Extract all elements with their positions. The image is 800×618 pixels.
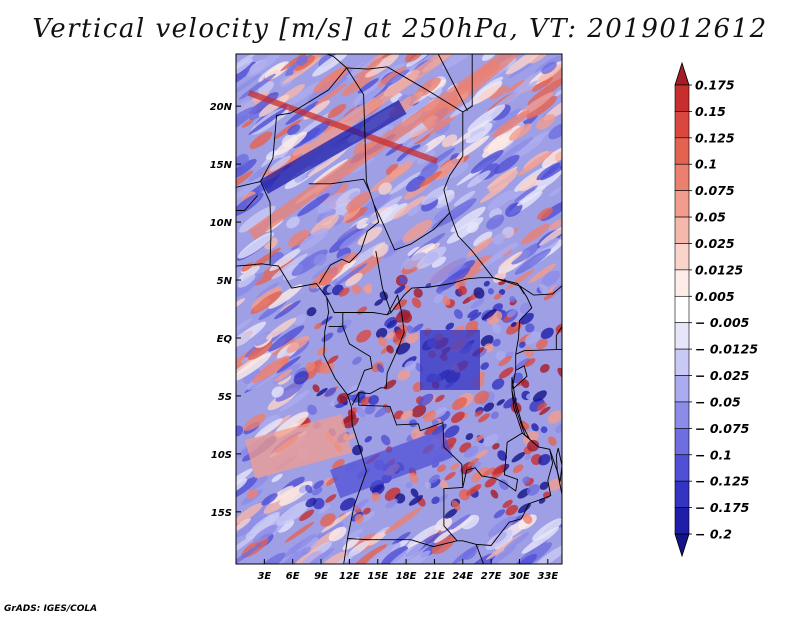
colorbar-swatch — [674, 322, 690, 350]
colorbar-top-arrow — [674, 61, 690, 86]
colorbar-label: − 0.175 — [695, 500, 750, 515]
colorbar-swatch — [674, 269, 690, 297]
border-line — [375, 250, 493, 314]
lon-tick-label: 18E — [396, 571, 417, 582]
colorbar-label: 0.075 — [695, 183, 735, 198]
lat-tick-label: EQ — [217, 334, 233, 345]
colorbar-label: − 0.025 — [695, 368, 750, 383]
border-line — [462, 54, 473, 113]
colorbar-swatch — [674, 348, 690, 376]
lake-outline — [555, 447, 562, 482]
border-line — [326, 54, 347, 69]
colorbar-label: 0.1 — [695, 157, 717, 172]
border-line — [236, 181, 261, 188]
colorbar-label: 0.15 — [695, 104, 726, 119]
lon-tick-label: 21E — [424, 571, 445, 582]
lake-outline — [511, 377, 531, 439]
colorbar-swatch — [674, 137, 690, 165]
lat-tick-label: 10S — [211, 450, 232, 461]
map-title: Vertical velocity [m/s] at 250hPa, VT: 2… — [32, 14, 768, 44]
lon-tick-label: 12E — [339, 571, 360, 582]
border-line — [236, 195, 259, 211]
border-line — [437, 54, 468, 112]
colorbar-label: 0.05 — [695, 210, 726, 225]
lon-tick-label: 9E — [314, 571, 328, 582]
colorbar-swatch — [674, 163, 690, 191]
colorbar-swatch — [674, 375, 690, 403]
border-line — [512, 365, 528, 390]
lon-tick-label: 6E — [286, 571, 300, 582]
lon-tick-label: 3E — [257, 571, 271, 582]
lon-tick-label: 27E — [481, 571, 502, 582]
border-line — [515, 349, 562, 355]
border-line — [373, 204, 450, 251]
colorbar-label: − 0.125 — [695, 474, 750, 489]
border-line — [260, 66, 534, 296]
colorbar-swatch — [674, 507, 690, 535]
colorbar-label: − 0.1 — [695, 447, 732, 462]
colorbar-label: − 0.2 — [695, 527, 732, 542]
lat-tick-label: 5N — [217, 276, 233, 287]
map-axes: 20N 15N 10N 5N EQ 5S 10S 15S 3E 6E 9E 12E 15E 18E 21E 2… — [210, 102, 559, 582]
colorbar-swatch — [674, 243, 690, 271]
lon-tick-label: 15E — [367, 571, 388, 582]
colorbar-swatch — [674, 480, 690, 508]
border-line — [342, 326, 373, 396]
colorbar-label: − 0.0125 — [695, 342, 758, 357]
border-line — [308, 178, 371, 194]
lon-tick-label: 30E — [509, 571, 530, 582]
colorbar-label: − 0.075 — [695, 421, 750, 436]
lon-tick-label: 24E — [452, 571, 473, 582]
border-line — [533, 285, 562, 350]
lat-tick-label: 20N — [210, 102, 233, 113]
colorbar-swatch — [674, 111, 690, 139]
colorbar-swatch — [674, 401, 690, 429]
border-line — [318, 67, 380, 284]
border-line — [462, 285, 533, 492]
colorbar-swatch — [674, 428, 690, 456]
lat-tick-label: 10N — [210, 218, 233, 229]
colorbar-label: − 0.005 — [695, 315, 750, 330]
colorbar-swatch — [674, 295, 690, 324]
colorbar: 0.175 0.15 0.125 0.1 0.075 0.05 0.025 0.0125 0.0… — [674, 61, 758, 558]
border-line — [236, 263, 367, 564]
border-line — [351, 293, 405, 406]
colorbar-bottom-arrow — [674, 533, 690, 558]
colorbar-label: − 0.05 — [695, 394, 741, 409]
colorbar-swatch — [674, 216, 690, 244]
colorbar-label: 0.0125 — [695, 262, 744, 277]
map-frame — [235, 53, 563, 565]
lon-tick-label: 33E — [537, 571, 558, 582]
border-line — [347, 392, 464, 548]
colorbar-label: 0.025 — [695, 236, 735, 251]
colorbar-swatch — [674, 190, 690, 218]
lat-tick-label: 5S — [218, 392, 232, 403]
country-borders — [236, 54, 562, 564]
colorbar-swatch — [674, 454, 690, 482]
colorbar-swatch — [674, 84, 690, 112]
border-line — [475, 544, 485, 564]
grads-credit: GrADS: IGES/COLA — [4, 604, 98, 614]
lat-tick-label: 15N — [210, 160, 233, 171]
border-line — [492, 277, 525, 295]
colorbar-label: 0.125 — [695, 130, 735, 145]
lat-tick-label: 15S — [211, 508, 232, 519]
colorbar-label: 0.175 — [695, 78, 735, 93]
colorbar-label: 0.005 — [695, 289, 735, 304]
